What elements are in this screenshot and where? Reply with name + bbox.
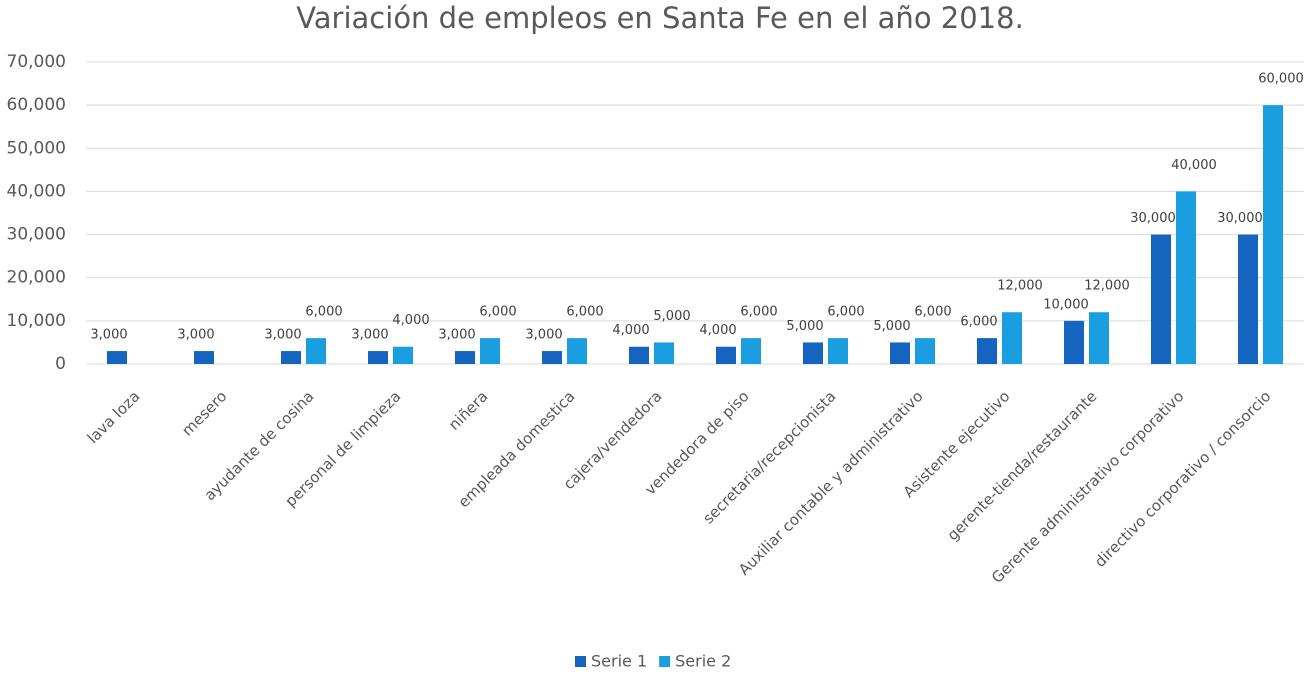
value-label: 3,000 (177, 328, 214, 343)
bar (567, 338, 587, 364)
y-tick-label: 70,000 (7, 52, 66, 72)
value-label: 30,000 (1130, 211, 1176, 226)
bar (828, 338, 848, 364)
x-tick-label: directivo corporativo / consorcio (1091, 387, 1275, 571)
value-label: 3,000 (525, 328, 562, 343)
bar (455, 351, 475, 364)
bar (542, 351, 562, 364)
chart-title: Variación de empleos en Santa Fe en el a… (296, 1, 1024, 35)
bar (1151, 234, 1171, 364)
value-label: 6,000 (740, 305, 777, 320)
value-label: 6,000 (960, 315, 997, 330)
bar (977, 338, 997, 364)
legend-label: Serie 1 (591, 652, 647, 671)
value-label: 6,000 (827, 305, 864, 320)
value-label: 5,000 (873, 319, 910, 334)
bar (1263, 105, 1283, 365)
bar (480, 338, 500, 364)
bar (306, 338, 326, 364)
x-tick-label: lava loza (84, 387, 144, 447)
bar (368, 351, 388, 364)
bar (194, 351, 214, 364)
value-label: 3,000 (351, 328, 388, 343)
bar (107, 351, 127, 364)
legend-label: Serie 2 (675, 652, 731, 671)
x-tick-label: mesero (178, 387, 230, 439)
y-tick-label: 50,000 (7, 138, 66, 158)
bar (629, 346, 649, 364)
bar (1238, 234, 1258, 364)
y-tick-label: 0 (55, 354, 66, 374)
value-label: 4,000 (392, 313, 429, 328)
value-label: 5,000 (653, 309, 690, 324)
y-tick-label: 60,000 (7, 95, 66, 115)
y-tick-label: 20,000 (7, 268, 66, 288)
value-label: 3,000 (90, 328, 127, 343)
value-label: 4,000 (699, 323, 736, 338)
value-label: 3,000 (438, 328, 475, 343)
bar (915, 338, 935, 364)
value-label: 6,000 (479, 305, 516, 320)
value-label: 40,000 (1171, 158, 1217, 173)
value-label: 60,000 (1258, 72, 1304, 87)
x-tick-label: Auxiliar contable y administrativo (735, 387, 927, 579)
value-label: 6,000 (914, 305, 951, 320)
bar (716, 346, 736, 364)
value-label: 6,000 (566, 305, 603, 320)
bar (393, 346, 413, 364)
bar (1176, 191, 1196, 364)
value-label: 3,000 (264, 328, 301, 343)
value-label: 10,000 (1043, 297, 1089, 312)
legend-swatch (575, 656, 586, 667)
legend-swatch (659, 656, 671, 667)
value-label: 5,000 (786, 319, 823, 334)
y-tick-label: 30,000 (7, 225, 66, 245)
value-label: 12,000 (997, 279, 1043, 294)
value-label: 12,000 (1084, 279, 1130, 294)
bar (890, 342, 910, 364)
bar (741, 338, 761, 364)
bar (1089, 312, 1109, 364)
value-label: 30,000 (1217, 211, 1263, 226)
x-tick-label: niñera (445, 387, 492, 434)
bar (654, 342, 674, 364)
bar (281, 351, 301, 364)
x-tick-label: gerente-tienda/restaurante (944, 387, 1101, 544)
x-tick-label: Gerente administrativo corporativo (988, 387, 1188, 587)
y-tick-label: 10,000 (7, 311, 66, 331)
value-label: 4,000 (612, 323, 649, 338)
y-tick-label: 40,000 (7, 181, 66, 201)
bar (1064, 320, 1084, 364)
bar (1002, 312, 1022, 364)
bar (803, 342, 823, 364)
value-label: 6,000 (305, 305, 342, 320)
